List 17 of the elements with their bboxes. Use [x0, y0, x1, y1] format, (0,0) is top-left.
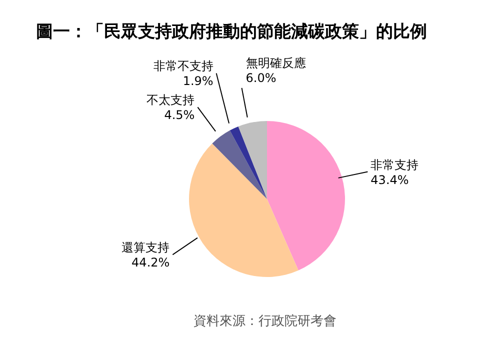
data-label: 1.9% [182, 74, 214, 88]
pie-slice [267, 121, 345, 270]
pie-slice [212, 130, 267, 199]
pie-slice [189, 144, 298, 277]
slice-label: 非常支持 [370, 158, 419, 172]
slice-label: 非常不支持 [153, 59, 214, 74]
data-label: 6.0% [246, 70, 276, 85]
data-label: 44.2% [132, 256, 170, 270]
pie-slice [238, 121, 267, 199]
pie-slice [230, 126, 267, 199]
source-note: 資料來源：行政院研考會 [192, 313, 338, 330]
data-label: 4.5% [164, 108, 195, 122]
data-label: 43.4% [370, 172, 409, 187]
slice-label: 無明確反應 [246, 56, 306, 70]
slice-label: 不太支持 [146, 93, 195, 108]
slice-label: 還算支持 [122, 240, 170, 255]
chart-title: 圖一：「民眾支持政府推動的節能減碳政策」的比例 [35, 21, 428, 44]
